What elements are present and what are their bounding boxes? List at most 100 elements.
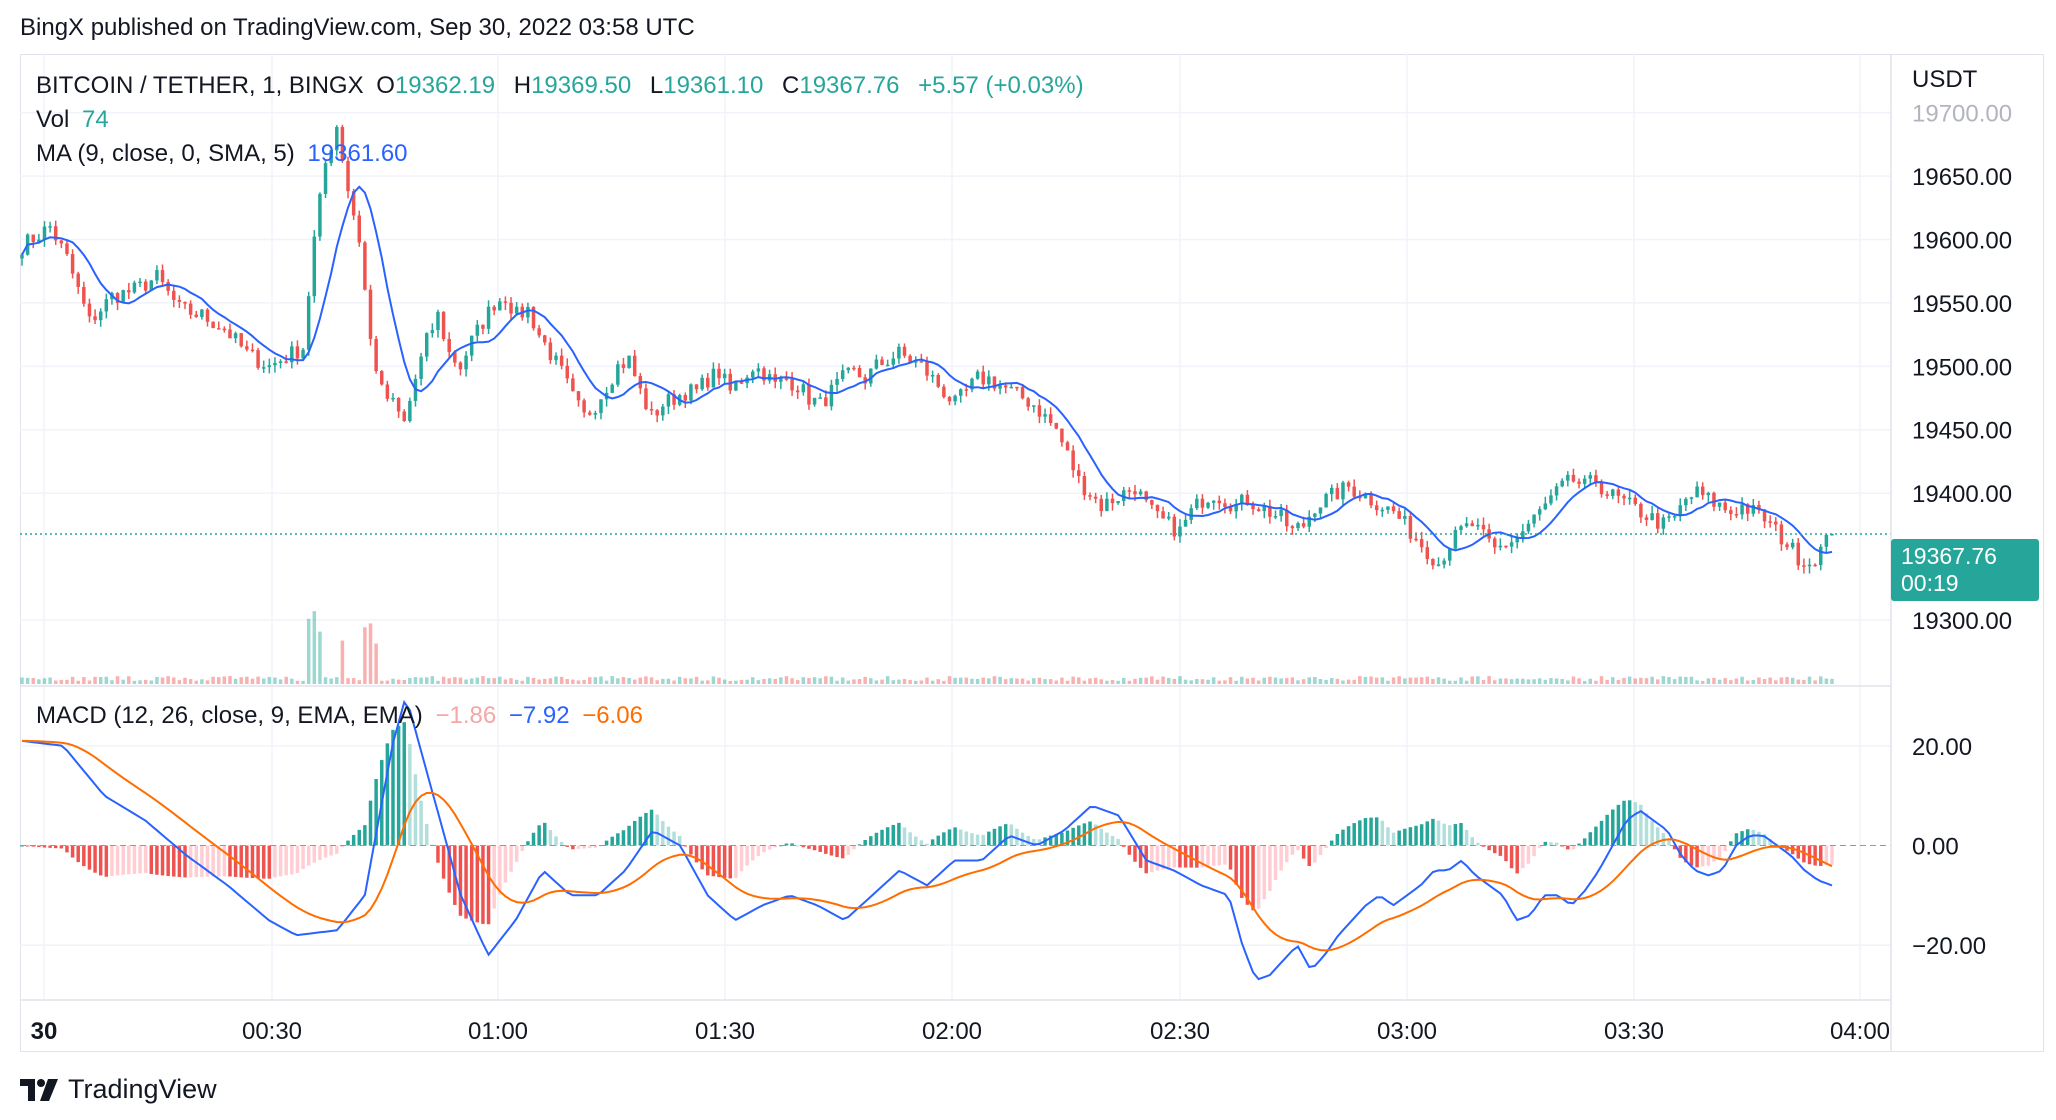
volume-bar xyxy=(638,677,643,684)
candle xyxy=(1549,489,1553,506)
volume-bar xyxy=(1341,680,1345,684)
candle xyxy=(408,397,412,423)
volume-bar xyxy=(267,676,272,684)
volume-bar xyxy=(998,676,1002,684)
macd-hist-bar xyxy=(1386,827,1390,846)
macd-hist-bar xyxy=(1200,845,1205,868)
macd-hist-bar xyxy=(722,845,727,878)
macd-hist-bar xyxy=(93,845,97,873)
volume-bar xyxy=(891,680,896,684)
macd-hist-bar xyxy=(1121,845,1126,847)
candle xyxy=(1571,468,1576,483)
volume-bar xyxy=(1515,678,1519,684)
macd-hist-bar xyxy=(25,845,30,847)
candle xyxy=(380,370,384,386)
ma-label[interactable]: MA (9, close, 0, SMA, 5) xyxy=(36,140,295,167)
macd-hist-bar xyxy=(1633,802,1638,846)
volume-bar xyxy=(919,680,924,684)
macd-hist-bar xyxy=(82,845,86,867)
macd-hist-bar xyxy=(278,845,283,877)
macd-hist-bar xyxy=(1341,829,1345,846)
candle xyxy=(1397,507,1401,519)
macd-hist-bar xyxy=(509,845,513,872)
candle xyxy=(166,279,170,296)
volume-bar xyxy=(1065,680,1070,684)
vol-label[interactable]: Vol xyxy=(36,106,70,133)
candle xyxy=(104,293,109,319)
candle xyxy=(1729,506,1733,521)
candle xyxy=(897,343,901,364)
symbol-label[interactable]: BITCOIN / TETHER, 1, BINGX xyxy=(36,72,364,99)
candle xyxy=(256,347,260,370)
volume-bar xyxy=(509,678,513,684)
macd-hist-bar xyxy=(1273,845,1278,881)
candle xyxy=(1211,500,1216,510)
candle xyxy=(975,369,980,380)
candle xyxy=(599,399,603,420)
macd-hist-bar xyxy=(1796,845,1801,859)
macd-hist-bar xyxy=(711,845,716,877)
macd-hist-bar xyxy=(1262,845,1267,900)
volume-bar xyxy=(925,677,929,684)
macd-label[interactable]: MACD (12, 26, close, 9, EMA, EMA) xyxy=(36,702,423,729)
volume-bar xyxy=(357,680,362,684)
macd-hist-bar xyxy=(565,845,569,847)
candle xyxy=(1802,558,1806,574)
macd-hist-bar xyxy=(1161,845,1165,870)
candle xyxy=(700,374,704,391)
candle xyxy=(852,365,856,371)
macd-hist-bar xyxy=(1380,820,1385,846)
macd-hist-bar xyxy=(1268,845,1272,891)
candle xyxy=(374,335,378,374)
macd-hist-bar xyxy=(1543,841,1548,846)
volume-bar xyxy=(1487,676,1491,684)
volume-bar xyxy=(1695,680,1699,684)
candle xyxy=(919,353,924,363)
candle xyxy=(880,356,884,366)
candle xyxy=(930,370,935,383)
candle xyxy=(1526,519,1531,534)
candle xyxy=(998,380,1002,395)
tradingview-logo[interactable]: TradingView xyxy=(20,1074,217,1105)
candle xyxy=(874,354,879,370)
macd-hist-bar xyxy=(1099,828,1103,846)
volume-bar xyxy=(537,679,541,684)
candle xyxy=(1329,484,1334,502)
volume-bar xyxy=(930,680,935,684)
candle xyxy=(1093,492,1098,504)
candle xyxy=(245,340,249,352)
volume-bar xyxy=(683,678,688,684)
volume-bar xyxy=(1599,676,1604,684)
volume-bar xyxy=(160,677,165,684)
macd-hist-bar xyxy=(1195,845,1199,868)
volume-bar xyxy=(1015,678,1019,684)
macd-hist-bar xyxy=(745,845,749,866)
price-tick-label: 19450.00 xyxy=(1912,418,2012,445)
macd-hist-bar xyxy=(1526,845,1531,864)
candle xyxy=(1217,495,1222,510)
volume-bar xyxy=(1723,678,1727,684)
volume-bar xyxy=(1329,678,1334,684)
time-tick-label: 03:30 xyxy=(1604,1018,1664,1045)
candle xyxy=(812,397,817,407)
candle xyxy=(1172,514,1177,541)
macd-hist-bar xyxy=(1802,845,1806,863)
volume-bar xyxy=(1796,679,1801,684)
macd-hist-bar xyxy=(1358,820,1362,846)
macd-hist-bar xyxy=(700,845,704,870)
axis-unit[interactable]: USDT xyxy=(1912,66,1978,93)
macd-hist-bar xyxy=(829,845,834,856)
candle xyxy=(76,271,80,294)
candle xyxy=(1200,494,1205,515)
volume-bar xyxy=(1537,678,1542,684)
volume-bar xyxy=(773,678,777,684)
volume-bar xyxy=(869,678,873,684)
volume-bar xyxy=(1453,680,1458,684)
macd-hist-bar xyxy=(200,845,204,877)
volume-bar xyxy=(1661,676,1666,684)
macd-hist-bar xyxy=(1329,840,1334,846)
candle xyxy=(82,281,86,307)
volume-bar xyxy=(1234,680,1238,684)
volume-bar xyxy=(37,679,41,684)
